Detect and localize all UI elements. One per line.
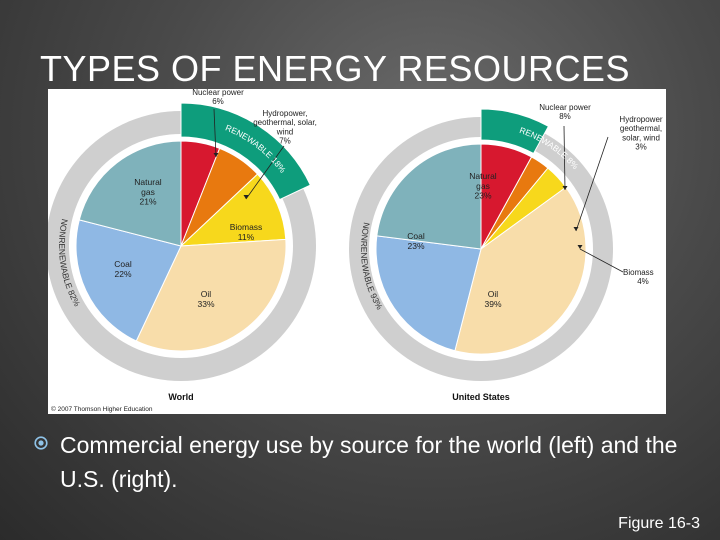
leader-line-hydro xyxy=(245,145,285,200)
slice-label-biomass-value: 4% xyxy=(637,277,649,286)
slice-label-coal: Coal 22% xyxy=(114,259,132,279)
figure-panel: RENEWABLE 18% NONRENEWABLE 82% World Nuclea… xyxy=(48,89,666,414)
bullet-text: Commercial energy use by source for the … xyxy=(60,432,678,492)
pie-slice-biomass xyxy=(179,173,287,247)
pie-chart-0: RENEWABLE 18%NONRENEWABLE 82%World xyxy=(48,102,316,402)
slice-label-hydro: Hydropower, geothermal, solar, wind 7% xyxy=(253,109,317,146)
slice-label-nuclear: Nuclear power 6% xyxy=(192,89,244,106)
leader-arrow-hydro xyxy=(243,195,249,199)
leader-arrow-biomass xyxy=(577,245,583,249)
pie-slice-oil xyxy=(454,186,587,355)
circle-bullet-icon xyxy=(34,436,48,450)
pie-slice-coal xyxy=(375,235,482,352)
chart-title-1: United States xyxy=(452,392,510,402)
pie-slice-coal xyxy=(75,219,182,342)
leader-line-nuclear xyxy=(563,125,566,191)
chart-title-0: World xyxy=(168,392,193,402)
slice-label-oil: Oil 39% xyxy=(484,289,501,309)
leader-arrow-nuclear xyxy=(562,186,568,190)
slice-label-natural-gas: Natural gas 21% xyxy=(134,177,162,207)
pie-slice-natural-gas xyxy=(376,143,482,250)
slice-label-nuclear: Nuclear power 8% xyxy=(539,103,591,121)
slice-label-natural-gas: Natural gas 23% xyxy=(469,171,497,201)
leader-line-hydro xyxy=(575,136,609,232)
pie-chart-1: 4%RENEWABLE 8%NONRENEWABLE 93%United Sta… xyxy=(349,108,649,402)
renewable-ring xyxy=(480,108,550,155)
leader-line-nuclear xyxy=(213,108,217,158)
copyright-credit: © 2007 Thomson Higher Education xyxy=(51,405,153,413)
leader-arrow-hydro xyxy=(573,227,579,231)
slide-title: TYPES OF ENERGY RESOURCES xyxy=(40,48,630,89)
slice-label-hydro: Hydropower geothermal, solar, wind 3% xyxy=(619,115,662,152)
pie-slice-oil xyxy=(135,238,287,352)
pie-slice-natural-gas xyxy=(78,140,182,247)
slice-label-coal: Coal 23% xyxy=(407,231,425,251)
slice-label-biomass: Biomass 11% xyxy=(230,222,263,242)
leader-arrow-nuclear xyxy=(213,153,219,157)
slice-label-oil: Oil 33% xyxy=(197,289,214,309)
energy-pie-charts: RENEWABLE 18%NONRENEWABLE 82%WorldNuclea… xyxy=(48,89,663,413)
renewable-ring xyxy=(180,102,312,201)
leader-line-biomass xyxy=(579,248,624,273)
slice-label-biomass: Biomass xyxy=(623,268,654,277)
figure-reference: Figure 16-3 xyxy=(618,515,700,532)
